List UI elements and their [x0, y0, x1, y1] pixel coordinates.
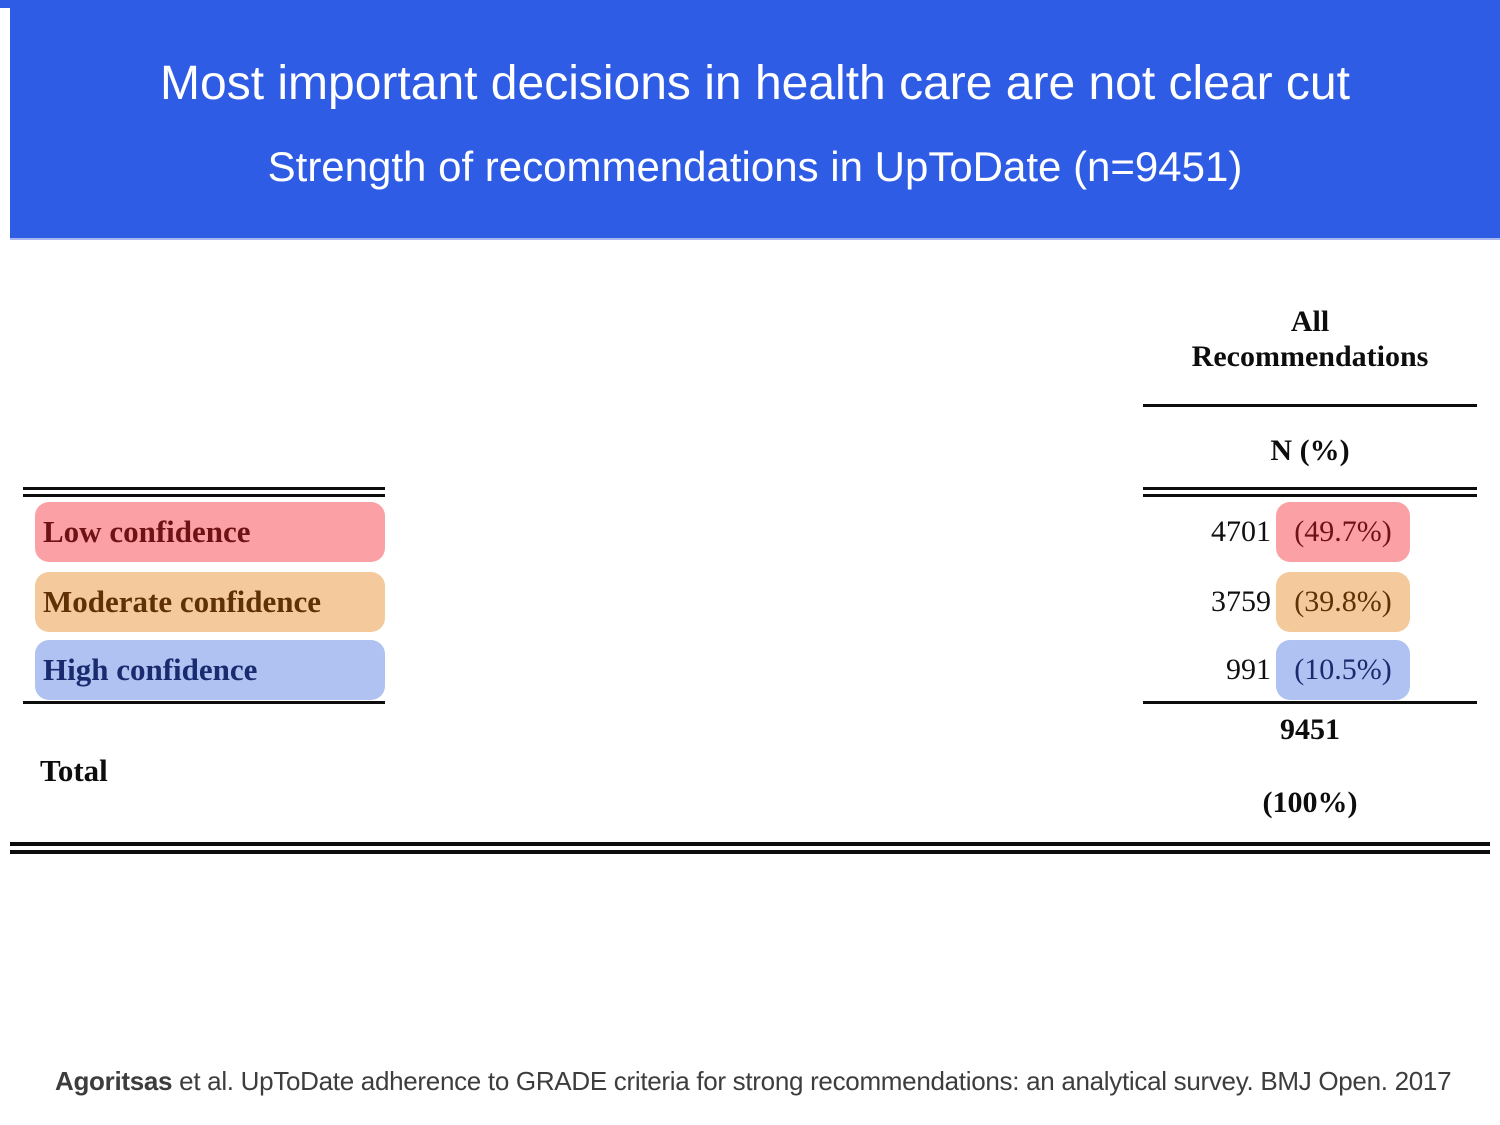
double-rule-bottom	[10, 842, 1490, 854]
citation-text: et al. UpToDate adherence to GRADE crite…	[172, 1066, 1452, 1096]
rule-left-mid	[23, 701, 385, 704]
column-header-all-recommendations: All Recommendations	[1143, 304, 1477, 374]
column-header-line2: Recommendations	[1191, 340, 1429, 373]
pct-highlight: (39.8%)	[1276, 572, 1410, 632]
row-value-low-confidence: 4701 (49.7%)	[1143, 502, 1410, 562]
total-label: Total	[40, 753, 108, 788]
row-value-moderate-confidence: 3759 (39.8%)	[1143, 572, 1410, 632]
value-header-n-pct: N (%)	[1270, 434, 1350, 467]
double-rule-left-top	[23, 487, 385, 497]
slide-subtitle: Strength of recommendations in UpToDate …	[267, 143, 1243, 190]
n-value: 3759	[1211, 585, 1271, 618]
pct-highlight: (49.7%)	[1276, 502, 1410, 562]
banner-top-strip	[0, 0, 1500, 8]
n-value: 4701	[1211, 515, 1271, 548]
double-rule-right-top	[1143, 487, 1477, 497]
column-header-line1: All	[1290, 305, 1330, 338]
row-label-high-confidence: High confidence	[35, 640, 385, 700]
total-pct-value: (100%)	[1262, 786, 1358, 819]
row-value-high-confidence: 991 (10.5%)	[1143, 640, 1410, 700]
citation-footer: Agoritsas et al. UpToDate adherence to G…	[55, 1066, 1455, 1097]
row-label-low-confidence: Low confidence	[35, 502, 385, 562]
pct-highlight: (10.5%)	[1276, 640, 1410, 700]
citation-author: Agoritsas	[55, 1066, 173, 1096]
slide-title: Most important decisions in health care …	[160, 57, 1350, 110]
row-label-moderate-confidence: Moderate confidence	[35, 572, 385, 632]
n-value: 991	[1226, 653, 1271, 686]
header-rule	[1143, 404, 1477, 407]
header-banner: Most important decisions in health care …	[10, 8, 1500, 240]
total-n-value: 9451	[1280, 713, 1340, 746]
rule-right-mid	[1143, 701, 1477, 704]
